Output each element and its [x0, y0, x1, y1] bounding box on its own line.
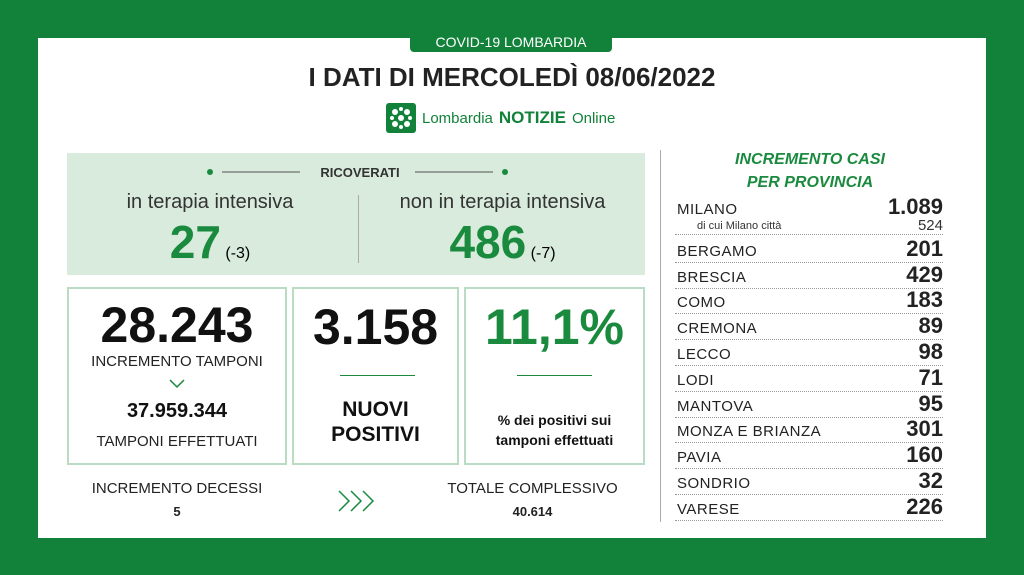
percentuale-box	[464, 287, 645, 465]
province-row: BRESCIA 429	[675, 261, 943, 289]
province-name: LODI	[677, 371, 715, 389]
decessi-label: INCREMENTO DECESSI	[91, 480, 263, 497]
province-row: VARESE 226	[675, 493, 943, 521]
province-name: LECCO	[677, 346, 732, 363]
intensiva-delta: (-3)	[225, 245, 251, 262]
logo: Lombardia NOTIZIE Online	[386, 103, 615, 133]
percentuale-label-line: tamponi effettuati	[495, 432, 614, 448]
province-name: MONZA E BRIANZA	[677, 423, 822, 441]
positivi-box	[292, 287, 459, 465]
province-title-line: PER PROVINCIA	[746, 174, 874, 191]
province-name: CREMONA	[677, 320, 758, 338]
province-sub-row: di cui Milano città 524	[675, 216, 943, 235]
province-name: BERGAMO	[677, 242, 758, 260]
totale-label: TOTALE COMPLESSIVO	[447, 480, 618, 497]
positivi-value: 3.158	[312, 299, 439, 355]
intensiva: 27 (-3)	[80, 215, 340, 269]
totale-value: 40.614	[512, 504, 553, 519]
rule	[340, 375, 415, 376]
province-row: PAVIA 160	[675, 442, 943, 470]
logo-online: Online	[571, 109, 616, 127]
logo-brand: Lombardia	[422, 109, 493, 127]
percentuale-label: % dei positivi sui tamponi effettuati	[464, 410, 645, 450]
intensiva-label: in terapia intensiva	[126, 191, 294, 213]
decessi-value: 5	[173, 504, 181, 519]
tamponi-total-label: TAMPONI EFFETTUATI	[96, 433, 258, 450]
logo-notizie: NOTIZIE	[498, 108, 566, 127]
province-value: 98	[918, 339, 943, 364]
province-row: SONDRIO 32	[675, 468, 943, 495]
province-value: 226	[906, 493, 943, 519]
province-value: 160	[906, 442, 943, 468]
province-row: CREMONA 89	[675, 313, 943, 341]
tag: COVID-19 LOMBARDIA	[410, 32, 612, 52]
non-intensiva: 486 (-7)	[370, 215, 635, 269]
chevron	[169, 379, 185, 389]
province-value: 32	[918, 468, 943, 493]
province-title-line: INCREMENTO CASI	[735, 151, 885, 168]
percentuale-label-line: % dei positivi sui	[497, 412, 612, 428]
positivi-label-line: POSITIVI	[331, 423, 420, 446]
province-name: SONDRIO	[677, 475, 751, 492]
arrows	[338, 490, 375, 512]
province-name: BRESCIA	[677, 268, 747, 286]
non-intensiva-delta: (-7)	[530, 245, 556, 262]
province-value: 1.089	[887, 194, 943, 219]
divider	[358, 195, 359, 263]
province-row: MANTOVA 95	[675, 390, 943, 418]
province-row: BERGAMO 201	[675, 235, 943, 263]
province-row: COMO 183	[675, 287, 943, 315]
province-title: INCREMENTO CASI PER PROVINCIA	[690, 148, 930, 194]
percentuale-value: 11,1%	[484, 299, 624, 355]
province-value: 201	[906, 235, 943, 261]
positivi-label-line: NUOVI	[342, 398, 409, 421]
ricoverati-rule	[207, 169, 508, 175]
province-row: LODI 71	[675, 364, 943, 392]
province-name: PAVIA	[677, 449, 722, 467]
province-value: 183	[906, 287, 943, 313]
province-row: MILANO 1.089	[675, 194, 943, 220]
province-value: 89	[918, 313, 943, 339]
province-value: 71	[918, 364, 943, 390]
ricoverati-title: RICOVERATI	[320, 165, 400, 180]
province-sub-value: 524	[917, 216, 943, 234]
province-name: VARESE	[677, 500, 740, 518]
tamponi-value: 28.243	[100, 297, 254, 353]
province-value: 95	[918, 390, 943, 416]
ricoverati-box	[67, 153, 645, 275]
province-sub-label: di cui Milano città	[697, 219, 782, 232]
title: I DATI DI MERCOLEDÌ 08/06/2022	[308, 62, 716, 92]
tamponi-total: 37.959.344	[126, 400, 228, 422]
divider	[660, 150, 661, 522]
tamponi-label: INCREMENTO TAMPONI	[91, 353, 263, 370]
province-name: MILANO	[677, 201, 738, 218]
intensiva-value: 27	[169, 216, 221, 268]
non-intensiva-value: 486	[449, 216, 527, 268]
province-row: LECCO 98	[675, 339, 943, 366]
rule	[517, 375, 592, 376]
logo-icon	[386, 103, 416, 133]
province-value: 429	[906, 261, 943, 287]
province-value: 301	[906, 416, 943, 442]
positivi-label: NUOVI POSITIVI	[292, 397, 459, 447]
tamponi-box	[67, 287, 287, 465]
province-name: COMO	[677, 294, 726, 312]
province-name: MANTOVA	[677, 397, 754, 415]
non-intensiva-label: non in terapia intensiva	[399, 191, 606, 213]
province-row: MONZA E BRIANZA 301	[675, 416, 943, 444]
